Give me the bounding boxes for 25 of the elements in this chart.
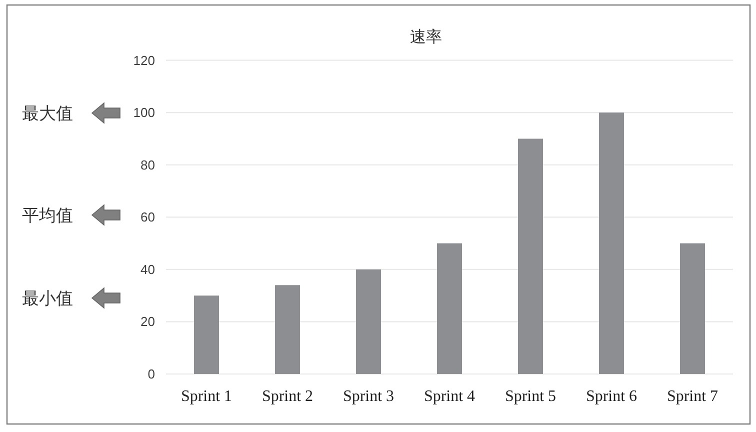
x-tick-label: Sprint 2 bbox=[262, 388, 314, 405]
bar bbox=[680, 243, 705, 374]
text: 最小值 bbox=[22, 289, 73, 308]
bar bbox=[275, 285, 300, 374]
y-tick-label: 100 bbox=[133, 105, 155, 120]
x-tick-label: Sprint 6 bbox=[586, 388, 638, 405]
y-tick-label: 40 bbox=[140, 262, 155, 277]
text: 最大值 bbox=[22, 104, 73, 123]
bar bbox=[356, 269, 381, 374]
x-tick-label: Sprint 5 bbox=[504, 388, 556, 405]
bar bbox=[437, 243, 462, 374]
y-tick-label: 0 bbox=[148, 366, 155, 382]
y-tick-label: 60 bbox=[140, 210, 155, 225]
bar bbox=[518, 138, 543, 374]
x-tick-label: Sprint 7 bbox=[666, 388, 718, 405]
bar bbox=[599, 112, 624, 374]
text: 平均值 bbox=[22, 206, 73, 225]
bar bbox=[194, 296, 219, 374]
y-tick-label: 80 bbox=[140, 157, 155, 172]
chart-title: 速率 bbox=[410, 28, 442, 46]
y-tick-label: 20 bbox=[140, 314, 155, 330]
x-tick-label: Sprint 4 bbox=[424, 388, 476, 405]
y-tick-label: 120 bbox=[133, 52, 155, 68]
x-tick-label: Sprint 3 bbox=[342, 388, 394, 405]
x-tick-label: Sprint 1 bbox=[180, 388, 232, 405]
